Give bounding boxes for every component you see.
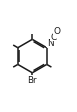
Text: C: C bbox=[50, 33, 56, 41]
Text: Br: Br bbox=[28, 75, 37, 84]
Text: N: N bbox=[47, 38, 53, 47]
Text: O: O bbox=[53, 27, 60, 36]
